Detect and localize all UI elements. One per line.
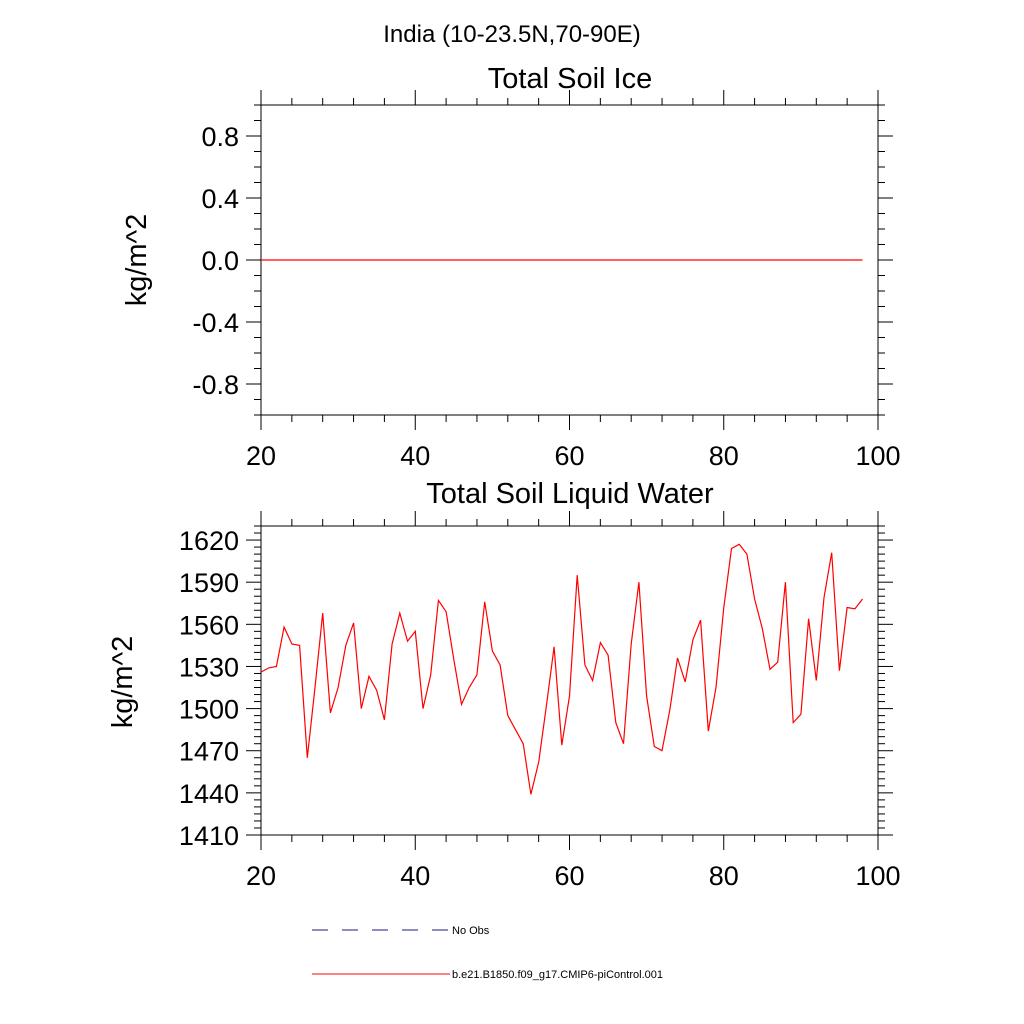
y-tick-label: 1590 — [179, 568, 239, 598]
plot-frame — [260, 525, 879, 836]
y-tick-label: 1620 — [179, 526, 239, 556]
x-tick-label: 100 — [855, 861, 900, 891]
y-tick-label: -0.8 — [192, 370, 239, 400]
plot-total-soil-liquid-water: Total Soil Liquid Water kg/m^2 20 40 60 80 1… — [107, 478, 901, 891]
y-tick-label: 0.4 — [201, 184, 239, 214]
y-tick-label: -0.4 — [192, 308, 239, 338]
x-tick-label: 20 — [246, 441, 276, 471]
y-tick-label: 1410 — [179, 821, 239, 851]
x-tick-label: 40 — [400, 441, 430, 471]
y-tick-label: 1470 — [179, 737, 239, 767]
x-tick-label: 20 — [246, 861, 276, 891]
legend-label-no-obs: No Obs — [452, 925, 490, 937]
y-axis-label-soil-ice: kg/m^2 — [121, 214, 153, 307]
y-tick-label: 1500 — [179, 695, 239, 725]
y-tick-label: 1560 — [179, 610, 239, 640]
x-tick-label: 60 — [554, 861, 584, 891]
x-tick-label: 80 — [709, 441, 739, 471]
y-tick-label: 1530 — [179, 652, 239, 682]
y-tick-label: 0.8 — [201, 122, 239, 152]
y-tick-label: 1440 — [179, 779, 239, 809]
x-tick-label: 80 — [709, 861, 739, 891]
y-axis-label-soil-liquid-water: kg/m^2 — [107, 636, 139, 729]
plot-total-soil-ice: Total Soil Ice kg/m^2 20 40 60 80 100 -0.8 -0.… — [121, 63, 901, 471]
x-tick-label: 40 — [400, 861, 430, 891]
plot-title-soil-ice: Total Soil Ice — [488, 63, 652, 95]
y-tick-label: 0.0 — [201, 246, 239, 276]
series-line — [260, 543, 864, 795]
legend: No Obs b.e21.B1850.f09_g17.CMIP6-piContr… — [312, 925, 663, 981]
figure-title: India (10-23.5N,70-90E) — [383, 21, 640, 48]
x-tick-label: 100 — [855, 441, 900, 471]
x-tick-label: 60 — [554, 441, 584, 471]
legend-label-model: b.e21.B1850.f09_g17.CMIP6-piControl.001 — [452, 969, 663, 981]
plot-title-soil-liquid-water: Total Soil Liquid Water — [426, 478, 714, 510]
